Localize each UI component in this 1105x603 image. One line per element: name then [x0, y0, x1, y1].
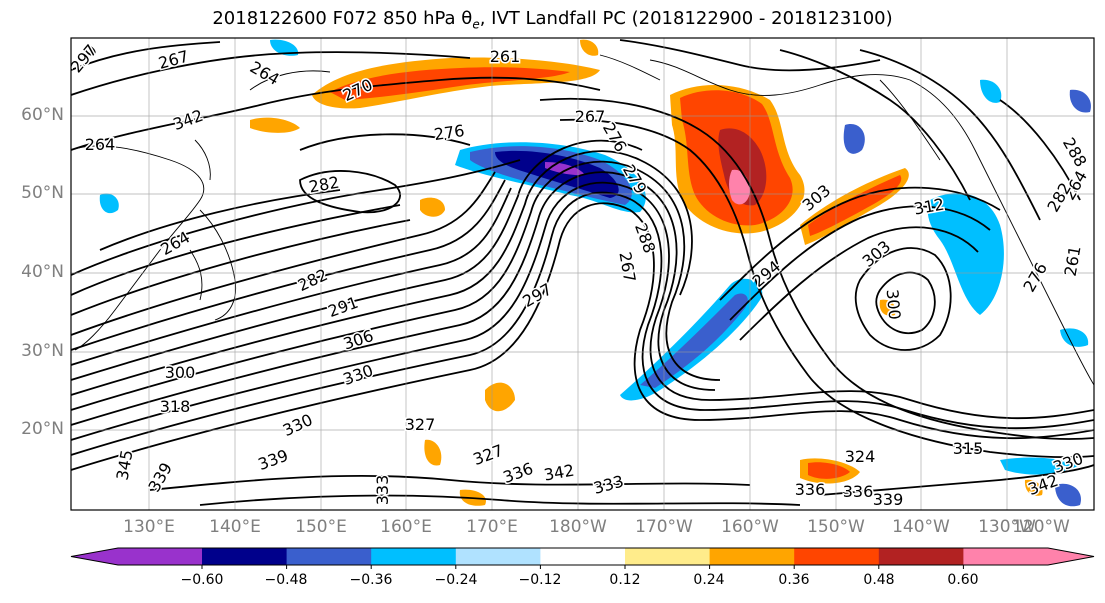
colorbar-tick: 0.24 — [693, 572, 725, 588]
colorbar-bin — [709, 548, 795, 565]
colorbar-tick: −0.48 — [264, 572, 308, 588]
colorbar-tick: 0.12 — [609, 572, 641, 588]
colorbar-bin — [371, 548, 457, 565]
colorbar-bin — [202, 548, 288, 565]
map-gridlines — [71, 38, 1094, 510]
colorbar-bin — [963, 548, 1049, 565]
colorbar-outline — [70, 547, 1095, 566]
contour-label: 264 — [85, 135, 116, 154]
lon-label: 150°W — [807, 517, 865, 537]
contour-label: 318 — [160, 397, 191, 416]
lon-label: 140°W — [892, 517, 950, 537]
contour-label: 333 — [373, 475, 392, 506]
lat-label-40n: 40°N — [21, 262, 64, 282]
contour-label: 276 — [433, 121, 466, 144]
lon-label: 150°E — [295, 517, 347, 537]
colorbar-bin — [794, 548, 880, 565]
lat-label-20n: 20°N — [21, 419, 64, 439]
colorbar-bin — [540, 548, 626, 565]
lat-label-50n: 50°N — [21, 183, 64, 203]
contour-label: 300 — [165, 363, 196, 382]
colorbar-tick: 0.60 — [947, 572, 979, 588]
contour-label: 261 — [490, 47, 521, 66]
lon-label: 120°W — [1012, 517, 1070, 537]
contour-label: 339 — [873, 490, 904, 509]
lon-label: 130°E — [123, 517, 175, 537]
contour-label: 336 — [795, 480, 826, 499]
contour-label: 336 — [843, 482, 874, 501]
colorbar-extend-high — [1048, 548, 1094, 565]
colorbar-tick: 0.36 — [778, 572, 810, 588]
lon-label: 180°W — [549, 517, 607, 537]
contour-label: 300 — [883, 288, 905, 320]
colorbar-tick: −0.60 — [180, 572, 224, 588]
lat-label-60n: 60°N — [21, 105, 64, 125]
colorbar-tick: 0.48 — [863, 572, 895, 588]
colorbar-bin — [878, 548, 964, 565]
lat-label-30n: 30°N — [21, 341, 64, 361]
colorbar-bin — [625, 548, 711, 565]
lon-label: 160°E — [380, 517, 432, 537]
colorbar-bin — [455, 548, 541, 565]
colorbar-tick: −0.24 — [434, 572, 478, 588]
lon-label: 160°W — [721, 517, 779, 537]
lon-label: 170°W — [635, 517, 693, 537]
contour-label: 327 — [405, 415, 436, 434]
colorbar-extend-low — [71, 548, 118, 565]
colorbar-bin — [118, 548, 203, 565]
colorbar — [70, 547, 1095, 569]
theta-e-contours — [71, 39, 1094, 506]
map-frame — [70, 37, 1095, 511]
lon-label: 140°E — [209, 517, 261, 537]
colorbar-bin — [286, 548, 372, 565]
map-title: 2018122600 F072 850 hPa θe, IVT Landfall… — [212, 8, 893, 32]
colorbar-tick: −0.36 — [349, 572, 393, 588]
lon-label: 170°E — [466, 517, 518, 537]
contour-label: 324 — [845, 447, 876, 466]
contour-label: 267 — [575, 107, 606, 126]
contour-label: 315 — [953, 439, 984, 458]
lon-label: 130°W — [978, 517, 1036, 537]
colorbar-tick: −0.12 — [518, 572, 562, 588]
